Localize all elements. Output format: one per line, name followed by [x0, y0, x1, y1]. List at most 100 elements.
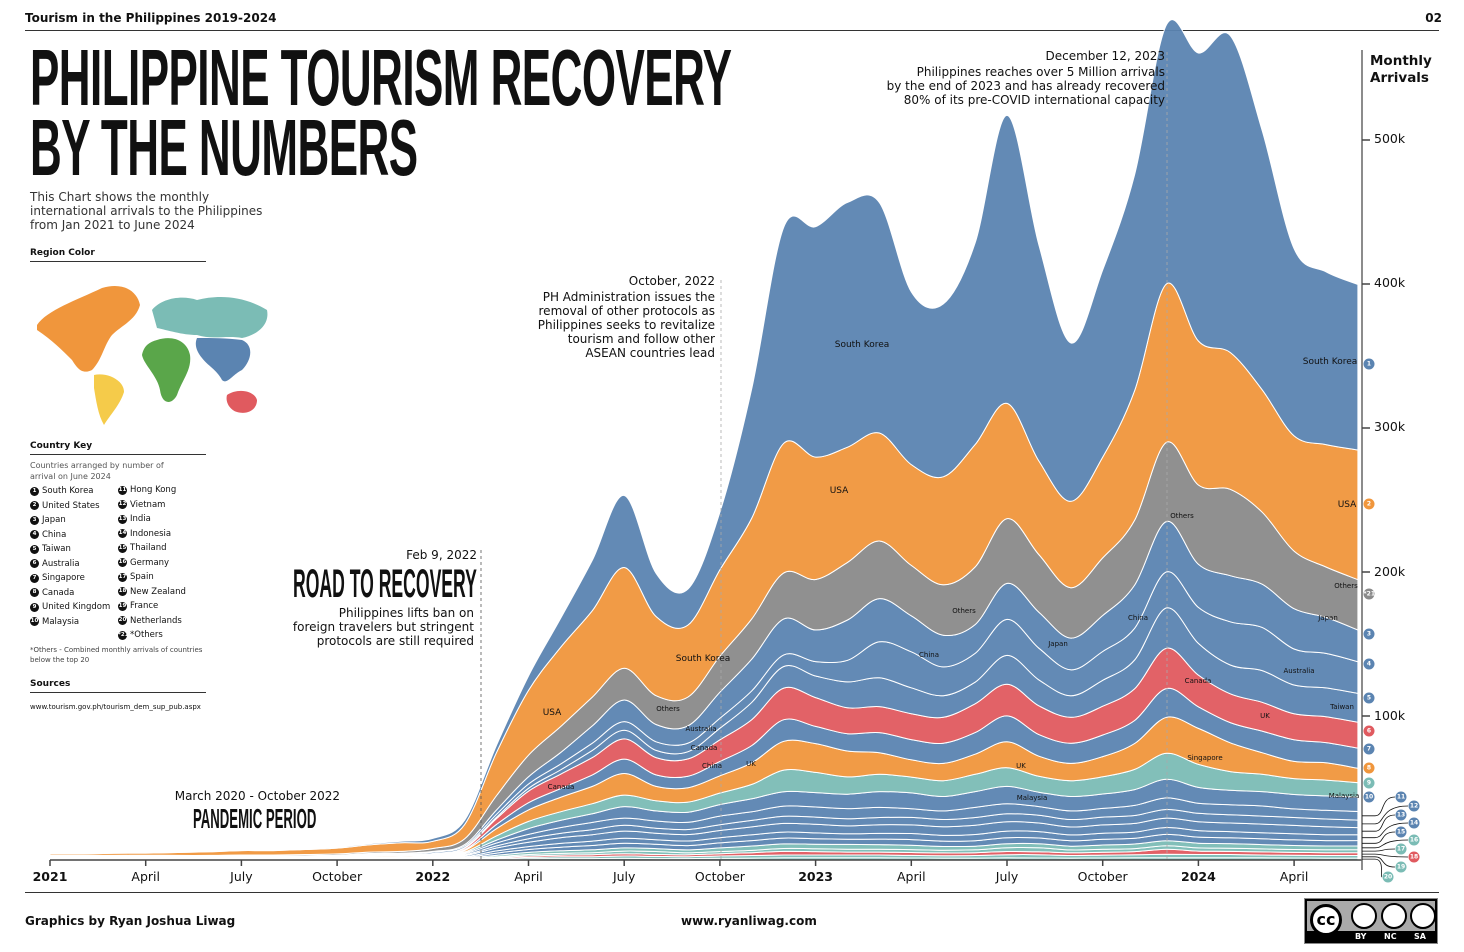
world-map: [37, 285, 268, 425]
oct2022-text: PH Administration issues the removal of …: [538, 290, 715, 360]
y-tick-label: 100k: [1374, 708, 1406, 723]
x-tick-label: July: [612, 869, 636, 884]
country-key-item: 4 China: [30, 528, 110, 543]
country-key-item: 14 Indonesia: [118, 527, 186, 542]
country-key-item: 15 Thailand: [118, 541, 186, 556]
license-by: BY: [1355, 932, 1367, 941]
x-tick-label: 2021: [32, 869, 68, 884]
rank-number-icon: 20: [118, 616, 127, 626]
rank-badge: 19: [1395, 861, 1407, 873]
rank-number-icon: 6: [30, 559, 39, 569]
country-key-item: 10 Malaysia: [30, 615, 110, 630]
country-name: France: [130, 601, 159, 612]
rank-badge: 10: [1363, 791, 1375, 803]
band-label-singapore: Singapore: [1187, 754, 1223, 762]
north-america-region: [37, 285, 140, 372]
rank-badge: 6: [1363, 725, 1375, 737]
x-tick-label: October: [312, 869, 363, 884]
x-tick-label: October: [1077, 869, 1128, 884]
rank-number-icon: 15: [118, 543, 127, 553]
rank-badge: 7: [1363, 743, 1375, 755]
footer-website[interactable]: www.ryanliwag.com: [681, 914, 817, 928]
sources-heading: Sources: [30, 679, 71, 689]
source-link[interactable]: www.tourism.gov.ph/tourism_dem_sup_pub.a…: [30, 703, 201, 711]
rank-number-icon: 8: [30, 588, 39, 598]
country-key-item: 12 Vietnam: [118, 498, 186, 513]
dec2023-date: December 12, 2023: [1045, 49, 1165, 63]
rank-number-icon: 10: [30, 617, 39, 627]
rank-number-icon: 18: [118, 587, 127, 597]
country-key-item: 20 Netherlands: [118, 614, 186, 629]
band-label-japan: Japan: [1048, 640, 1068, 648]
rank-number-icon: 13: [118, 514, 127, 524]
dec2023-line: Philippines reaches over 5 Million arriv…: [916, 65, 1165, 79]
oct2022-line: ASEAN countries lead: [585, 346, 715, 360]
rank-number-icon: 2: [30, 501, 39, 511]
band-label-south-korea: South Korea: [675, 654, 731, 664]
y-tick-label: 300k: [1374, 419, 1406, 434]
area-band-south-korea: [49, 19, 1359, 855]
x-tick-label: July: [995, 869, 1019, 884]
rank-number-icon: 9: [30, 602, 39, 612]
country-name: India: [130, 514, 151, 525]
license-nc: NC: [1384, 932, 1397, 941]
country-name: Thailand: [130, 543, 167, 554]
region-rule: [30, 261, 206, 262]
country-key-item: 18 New Zealand: [118, 585, 186, 600]
band-label-china: China: [1128, 614, 1148, 622]
country-key-item: 7 Singapore: [30, 571, 110, 586]
oct2022-date: October, 2022: [628, 274, 715, 288]
pandemic-dates: March 2020 - October 2022: [174, 789, 340, 803]
rank-number-icon: 1: [30, 486, 39, 496]
badge-leader-line: [1362, 853, 1409, 858]
rank-number-icon: 16: [118, 558, 127, 568]
country-name: Singapore: [42, 573, 85, 584]
header-rule: [25, 30, 1439, 31]
asia-region: [195, 338, 251, 382]
band-label-uk: UK: [1016, 762, 1026, 770]
cc-license-badge: cc BY NC SA: [1304, 898, 1438, 944]
x-tick-label: April: [514, 869, 543, 884]
rank-badge: 11: [1395, 791, 1407, 803]
x-tick-label: 2022: [415, 869, 451, 884]
country-name: Hong Kong: [130, 485, 177, 496]
country-name: Netherlands: [130, 615, 182, 626]
country-key-item: 17 Spain: [118, 570, 186, 585]
badge-leader-line: [1362, 858, 1383, 878]
rank-badge: 9: [1363, 777, 1375, 789]
band-label-south-korea: South Korea: [1302, 357, 1358, 367]
rank-number-icon: 4: [30, 530, 39, 540]
band-label-usa: USA: [1337, 500, 1357, 510]
x-tick-label: 2024: [1180, 869, 1216, 884]
country-name: New Zealand: [130, 586, 186, 597]
country-name: *Others: [130, 630, 163, 641]
by-icon: [1351, 903, 1377, 929]
rank-number-icon: 12: [118, 500, 127, 510]
band-label-china: China: [702, 762, 722, 770]
dec2023-text: Philippines reaches over 5 Million arriv…: [887, 65, 1165, 107]
band-label-canada: Canada: [547, 783, 575, 791]
badge-leader-line: [1362, 822, 1409, 839]
country-key-note: Countries arranged by number of arrival …: [30, 461, 164, 481]
country-key-item: 9 United Kingdom: [30, 600, 110, 615]
others-footnote: *Others - Combined monthly arrivals of c…: [30, 646, 203, 664]
x-tick-label: April: [131, 869, 160, 884]
main-title-line2: BY THE NUMBERS: [30, 103, 418, 192]
rank-number-icon: 5: [30, 544, 39, 554]
band-label-taiwan: Taiwan: [1330, 703, 1354, 711]
country-key-item: *21 *Others: [118, 628, 186, 643]
dec2023-line: 80% of its pre-COVID international capac…: [903, 93, 1165, 107]
main-title-line1: PHILIPPINE TOURISM RECOVERY: [30, 33, 732, 122]
oct2022-line: PH Administration issues the: [542, 290, 715, 304]
badge-leader-line: [1362, 814, 1396, 832]
x-tick-label: 2023: [798, 869, 833, 884]
oct2022-line: tourism and follow other: [567, 332, 715, 346]
rank-number-icon: 17: [118, 572, 127, 582]
badge-leader-line: [1362, 856, 1396, 868]
band-label-china: China: [919, 651, 939, 659]
footer-credit: Graphics by Ryan Joshua Liwag: [25, 914, 236, 928]
feb2022-date: Feb 9, 2022: [406, 548, 477, 562]
rank-badge: 13: [1395, 809, 1407, 821]
intro-text: This Chart shows the monthly internation…: [30, 190, 263, 232]
